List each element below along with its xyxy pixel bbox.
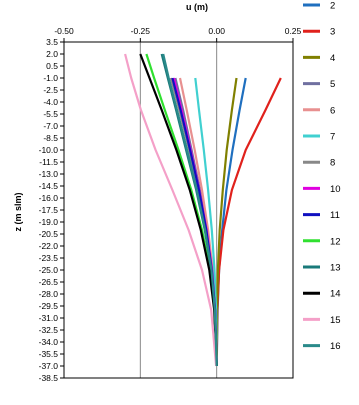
y-tick-label: -32.5 [39, 325, 59, 335]
x-axis-title: u (m) [186, 2, 208, 12]
y-axis: 3.5 2.0 0.5 -1.0 -2.5 -4.0 -5.5 -7.0 -8.5 -10.0 -1… [39, 37, 64, 383]
y-tick-label: -34.0 [39, 337, 59, 347]
y-tick-label: -23.5 [39, 253, 59, 263]
y-tick-label: -37.0 [39, 361, 59, 371]
y-tick-label: -22.0 [39, 241, 59, 251]
y-tick-label: -25.0 [39, 265, 59, 275]
legend-label-3: 3 [330, 27, 335, 38]
y-tick-label: -5.5 [43, 109, 58, 119]
y-tick-label: -31.0 [39, 313, 59, 323]
y-tick-label: -29.5 [39, 301, 59, 311]
y-tick-label: -38.5 [39, 373, 59, 383]
y-tick-label: -28.0 [39, 289, 59, 299]
legend-label-6: 6 [330, 105, 335, 116]
y-tick-label: -13.0 [39, 169, 59, 179]
legend-label-2: 2 [330, 1, 335, 12]
y-tick-label: 0.5 [46, 61, 58, 71]
y-tick-label: 3.5 [46, 37, 58, 47]
x-tick-label: 0.00 [208, 26, 225, 36]
x-tick-label: 0.25 [285, 26, 302, 36]
series-line-16 [162, 53, 218, 367]
series-line-15 [124, 53, 218, 367]
legend: 2 3 4 5 6 7 8 10 11 12 13 14 15 16 [303, 1, 341, 352]
legend-label-5: 5 [330, 79, 335, 90]
y-tick-label: -17.5 [39, 205, 59, 215]
y-tick-label: -8.5 [43, 133, 58, 143]
y-tick-label: -2.5 [43, 85, 58, 95]
y-tick-label: -14.5 [39, 181, 59, 191]
legend-label-7: 7 [330, 132, 335, 143]
y-tick-label: -10.0 [39, 145, 59, 155]
y-tick-label: -4.0 [43, 97, 58, 107]
y-tick-label: -35.5 [39, 349, 59, 359]
y-tick-label: -7.0 [43, 121, 58, 131]
series-line-4 [215, 77, 238, 367]
legend-label-13: 13 [330, 263, 341, 274]
y-tick-label: -26.5 [39, 277, 59, 287]
series-line-7 [194, 77, 218, 367]
legend-label-11: 11 [330, 210, 340, 221]
legend-label-14: 14 [330, 289, 341, 300]
y-tick-label: 2.0 [46, 49, 58, 59]
y-tick-label: -1.0 [43, 73, 58, 83]
series-layer [124, 53, 282, 367]
series-line-14 [139, 53, 218, 367]
legend-label-15: 15 [330, 315, 341, 326]
legend-label-10: 10 [330, 184, 341, 195]
x-axis: -0.50 -0.25 0.00 0.25 [54, 26, 302, 42]
legend-label-8: 8 [330, 158, 335, 169]
y-axis-title: z (m slm) [13, 192, 23, 231]
x-tick-label: -0.50 [54, 26, 74, 36]
y-tick-label: -16.0 [39, 193, 59, 203]
x-tick-label: -0.25 [131, 26, 151, 36]
y-tick-label: -19.0 [39, 217, 59, 227]
legend-label-12: 12 [330, 236, 341, 247]
y-tick-label: -11.5 [39, 157, 58, 167]
y-tick-label: -20.5 [39, 229, 59, 239]
legend-label-16: 16 [330, 341, 341, 352]
legend-label-4: 4 [330, 53, 335, 64]
